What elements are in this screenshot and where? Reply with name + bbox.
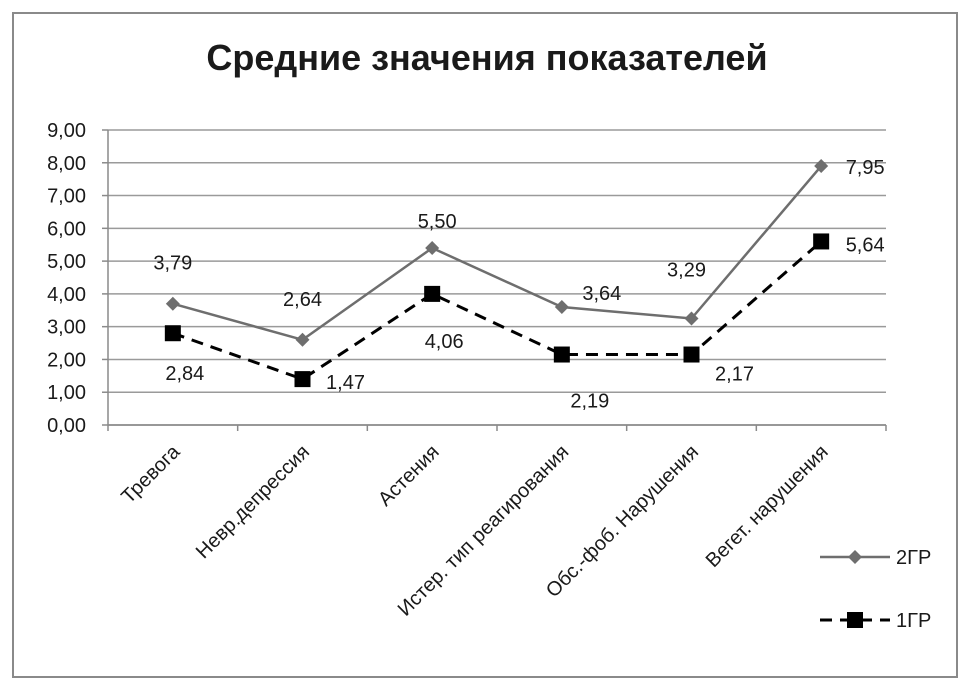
y-tick-label: 5,00 [47, 251, 86, 273]
legend-label: 1ГР [896, 610, 931, 632]
data-label: 3,29 [667, 259, 706, 281]
data-point [295, 332, 310, 347]
y-tick-label: 2,00 [47, 349, 86, 371]
data-label: 7,95 [846, 157, 885, 179]
y-tick-label: 6,00 [47, 218, 86, 240]
x-category-label: Обс.-фоб. Нарушения [542, 441, 703, 602]
y-tick-label: 0,00 [47, 415, 86, 437]
legend: 2ГР 1ГР [820, 547, 931, 632]
data-label: 4,06 [425, 331, 464, 353]
data-point [425, 241, 440, 255]
data-label: 2,17 [715, 364, 754, 386]
x-category-label: Тревога [117, 440, 185, 508]
data-point [683, 346, 700, 363]
series-layer [164, 159, 830, 388]
data-labels: 3,79 2,64 5,50 3,64 3,29 7,95 2,84 1,47 4,06 2,19… [153, 157, 884, 412]
x-category-label: Невр.депрессия [192, 441, 314, 563]
data-label: 5,64 [846, 234, 885, 256]
y-tick-label: 1,00 [47, 382, 86, 404]
data-point [553, 346, 570, 363]
chart-frame [12, 12, 958, 678]
data-label: 2,84 [165, 363, 204, 385]
legend-marker [847, 612, 863, 628]
data-label: 2,64 [283, 289, 322, 311]
data-point [294, 371, 311, 388]
y-tick-label: 7,00 [47, 186, 86, 208]
series-line [172, 240, 823, 381]
data-label: 5,50 [418, 211, 457, 233]
data-point [813, 233, 830, 250]
data-label: 3,79 [153, 253, 192, 275]
x-category-label: Астения [374, 441, 444, 511]
data-point [814, 159, 829, 174]
series-line [172, 165, 823, 342]
data-point [165, 296, 180, 311]
data-label: 1,47 [326, 372, 365, 394]
data-point [554, 300, 569, 314]
y-tick-label: 4,00 [47, 284, 86, 306]
chart-title: Средние значения показателей [206, 37, 767, 78]
y-tick-label: 8,00 [47, 153, 86, 175]
data-point [684, 311, 699, 326]
y-tick-label: 3,00 [47, 317, 86, 339]
y-tick-label: 9,00 [47, 120, 86, 142]
data-label: 3,64 [582, 283, 621, 305]
data-point [424, 285, 441, 302]
y-axis: 0,00 1,00 2,00 3,00 4,00 5,00 6,00 7,00 8,00 9,00 [47, 120, 109, 437]
x-category-label: Вегет. нарушения [702, 441, 833, 572]
legend-marker [848, 550, 862, 564]
legend-label: 2ГР [896, 547, 931, 569]
data-point [164, 325, 181, 342]
data-label: 2,19 [570, 391, 609, 413]
